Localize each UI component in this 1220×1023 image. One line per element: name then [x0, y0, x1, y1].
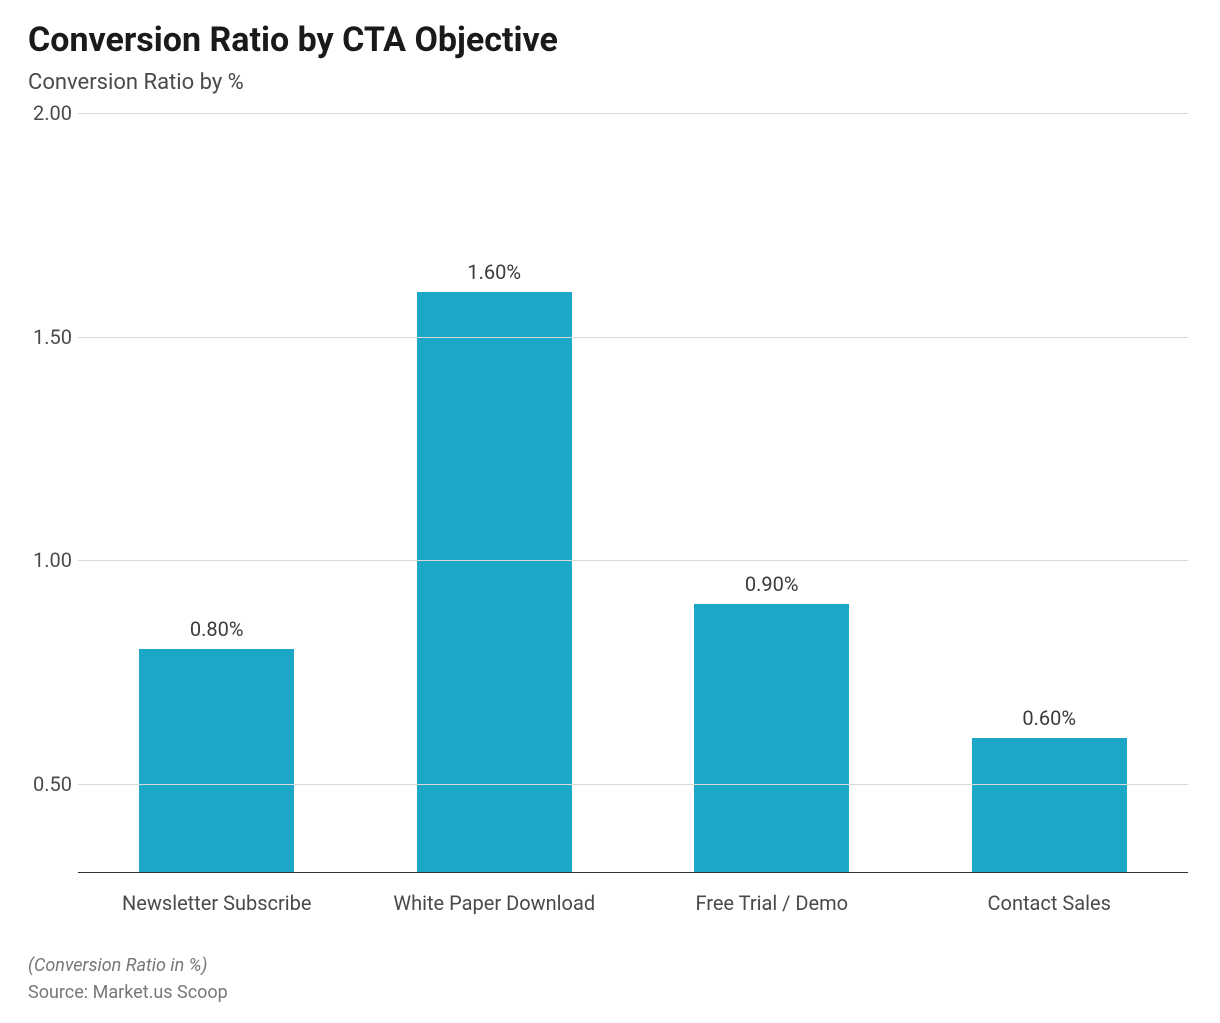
- bars-group: 0.80% 1.60% 0.90% 0.60%: [78, 113, 1188, 872]
- bar-value-label: 0.90%: [745, 572, 799, 596]
- bar-slot: 0.60%: [911, 113, 1189, 872]
- plot-area: 0.80%1.60%0.90%0.60% 0.501.001.502.00: [78, 113, 1188, 873]
- chart-title: Conversion Ratio by CTA Objective: [28, 20, 1192, 60]
- source-prefix: Source:: [28, 982, 93, 1003]
- bar-slot: 0.90%: [633, 113, 911, 872]
- bar-value-label: 0.80%: [190, 617, 244, 641]
- chart-footnote: (Conversion Ratio in %): [28, 955, 1192, 976]
- y-tick-label: 1.00: [28, 548, 72, 572]
- gridline: [78, 113, 1188, 114]
- source-text: Market.us Scoop: [93, 982, 228, 1003]
- bar-slot: 0.80%: [78, 113, 356, 872]
- bar-value-label: 1.60%: [467, 260, 521, 284]
- chart-area: 0.80%1.60%0.90%0.60% 0.501.001.502.00 Ne…: [78, 113, 1192, 915]
- y-tick-label: 0.50: [28, 772, 72, 796]
- bar: 0.90%: [694, 604, 849, 872]
- x-tick-label: Contact Sales: [911, 891, 1189, 915]
- gridline: [78, 560, 1188, 561]
- gridline: [78, 337, 1188, 338]
- bar: 1.60%: [417, 292, 572, 872]
- y-tick-label: 2.00: [28, 101, 72, 125]
- y-tick-label: 1.50: [28, 325, 72, 349]
- bar: 0.60%: [972, 738, 1127, 872]
- chart-subtitle: Conversion Ratio by %: [28, 70, 1192, 95]
- gridline: [78, 784, 1188, 785]
- chart-source: Source: Market.us Scoop: [28, 982, 1192, 1003]
- bar-slot: 1.60%: [356, 113, 634, 872]
- bar: 0.80%: [139, 649, 294, 872]
- x-tick-label: White Paper Download: [356, 891, 634, 915]
- chart-container: Conversion Ratio by CTA Objective Conver…: [0, 0, 1220, 1023]
- x-axis-labels: Newsletter SubscribeWhite Paper Download…: [78, 891, 1188, 915]
- bar-value-label: 0.60%: [1022, 706, 1076, 730]
- x-tick-label: Newsletter Subscribe: [78, 891, 356, 915]
- x-tick-label: Free Trial / Demo: [633, 891, 911, 915]
